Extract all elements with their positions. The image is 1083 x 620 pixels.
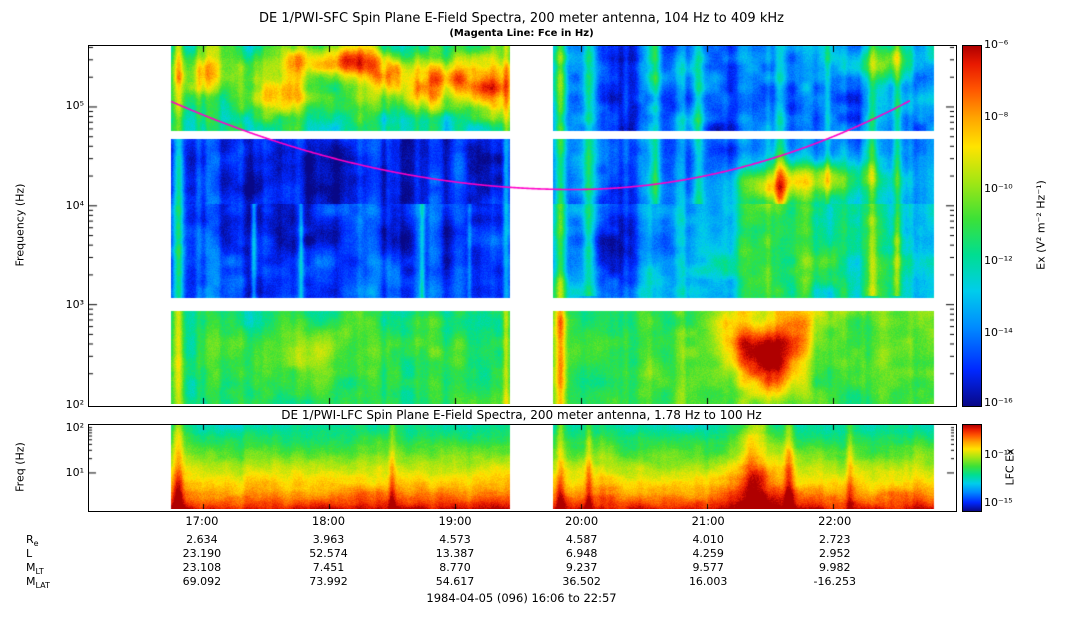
lfc-spectrogram-canvas <box>89 425 954 509</box>
ephemeris-label-re-sub: e <box>33 539 39 549</box>
sfc-subtitle: (Magenta Line: Fce in Hz) <box>449 28 594 39</box>
ephemeris-value: 73.992 <box>309 575 348 588</box>
ephemeris-row-labels: Re L MLT MLAT <box>26 533 50 591</box>
sfc-cbar-tick-3: 10⁻¹² <box>984 254 1013 267</box>
ephemeris-label-mlt-main: M <box>26 561 36 574</box>
time-tick-label: 22:00 <box>818 514 852 528</box>
lfc-cbar-tick-1: 10⁻¹⁵ <box>984 496 1013 509</box>
time-tick-label: 21:00 <box>691 514 725 528</box>
ephemeris-label-mlat-sub: LAT <box>35 581 50 591</box>
ephemeris-label-mlt: MLT <box>26 561 50 577</box>
ephemeris-value: 2.723 <box>819 533 851 546</box>
ephemeris-value: 6.948 <box>565 547 598 560</box>
sfc-spectrogram-panel <box>88 45 957 407</box>
sfc-spectrogram-canvas <box>89 46 954 404</box>
ephemeris-value: 4.587 <box>565 533 598 546</box>
ephemeris-label-re: Re <box>26 533 50 549</box>
sfc-cbar-tick-2: 10⁻¹⁰ <box>984 182 1013 195</box>
ephemeris-label-l-main: L <box>26 547 33 560</box>
ephemeris-label-mlat: MLAT <box>26 575 50 591</box>
ephemeris-value: 23.190 <box>182 547 222 560</box>
time-tick-label: 17:00 <box>185 514 219 528</box>
lfc-colorbar <box>962 424 982 512</box>
sfc-y-axis-label: Frequency (Hz) <box>13 183 27 267</box>
time-tick-label: 19:00 <box>438 514 472 528</box>
ephemeris-value: 9.577 <box>692 561 724 574</box>
sfc-colorbar-label: Ex (V² m⁻² Hz⁻¹) <box>1034 180 1048 270</box>
sfc-colorbar-gradient <box>963 46 981 406</box>
ephemeris-value: -16.253 <box>813 575 856 588</box>
ephemeris-label-re-main: R <box>26 533 34 546</box>
sfc-y-tick-1e4: 10⁴ <box>65 199 84 212</box>
lfc-y-axis-label: Freq (Hz) <box>13 442 27 492</box>
ephemeris-value: 8.770 <box>439 561 471 574</box>
lfc-colorbar-label: LFC Ex <box>1003 448 1017 486</box>
sfc-colorbar <box>962 45 982 407</box>
time-axis: 17:00 18:00 19:00 20:00 21:00 22:00 <box>88 513 955 529</box>
lfc-y-tick-1e1: 10¹ <box>65 466 84 479</box>
sfc-cbar-tick-0: 10⁻⁶ <box>984 38 1009 51</box>
ephemeris-value: 7.451 <box>312 561 345 574</box>
ephemeris-label-l: L <box>26 547 50 561</box>
ephemeris-value: 3.963 <box>312 533 345 546</box>
sfc-y-tick-1e5: 10⁵ <box>65 99 84 112</box>
ephemeris-value: 52.574 <box>309 547 348 560</box>
ephemeris-value: 4.259 <box>692 547 724 560</box>
sfc-title: DE 1/PWI-SFC Spin Plane E-Field Spectra,… <box>259 11 784 26</box>
ephemeris-value: 2.634 <box>186 533 218 546</box>
sfc-cbar-tick-1: 10⁻⁸ <box>984 110 1009 123</box>
ephemeris-value: 69.092 <box>182 575 222 588</box>
time-tick-label: 18:00 <box>311 514 346 528</box>
lfc-cbar-tick-0: 10⁻¹⁰ <box>984 448 1013 461</box>
lfc-spectrogram-panel <box>88 424 957 512</box>
date-range-caption: 1984-04-05 (096) 16:06 to 22:57 <box>426 591 617 605</box>
sfc-y-tick-1e2: 10² <box>65 398 84 411</box>
ephemeris-value: 9.982 <box>819 561 851 574</box>
time-tick-label: 20:00 <box>565 514 599 528</box>
ephemeris-value: 36.502 <box>562 575 601 588</box>
ephemeris-value: 4.573 <box>439 533 471 546</box>
sfc-y-tick-1e3: 10³ <box>65 298 84 311</box>
sfc-cbar-tick-4: 10⁻¹⁴ <box>984 326 1013 339</box>
ephemeris-label-mlt-sub: LT <box>35 567 44 577</box>
ephemeris-value: 9.237 <box>565 561 598 574</box>
lfc-title: DE 1/PWI-LFC Spin Plane E-Field Spectra,… <box>281 408 762 422</box>
ephemeris-value: 2.952 <box>819 547 851 560</box>
lfc-colorbar-gradient <box>963 425 981 511</box>
ephemeris-value: 54.617 <box>435 575 475 588</box>
ephemeris-value: 23.108 <box>182 561 222 574</box>
ephemeris-value: 13.387 <box>435 547 475 560</box>
ephemeris-label-mlat-main: M <box>26 575 36 588</box>
ephemeris-value: 16.003 <box>688 575 728 588</box>
ephemeris-value: 4.010 <box>692 533 724 546</box>
ephemeris-values: 2.634 3.963 4.573 4.587 4.010 2.723 23.190 52.5… <box>88 533 955 591</box>
sfc-cbar-tick-5: 10⁻¹⁶ <box>984 396 1013 409</box>
lfc-y-tick-1e2: 10² <box>65 421 84 434</box>
